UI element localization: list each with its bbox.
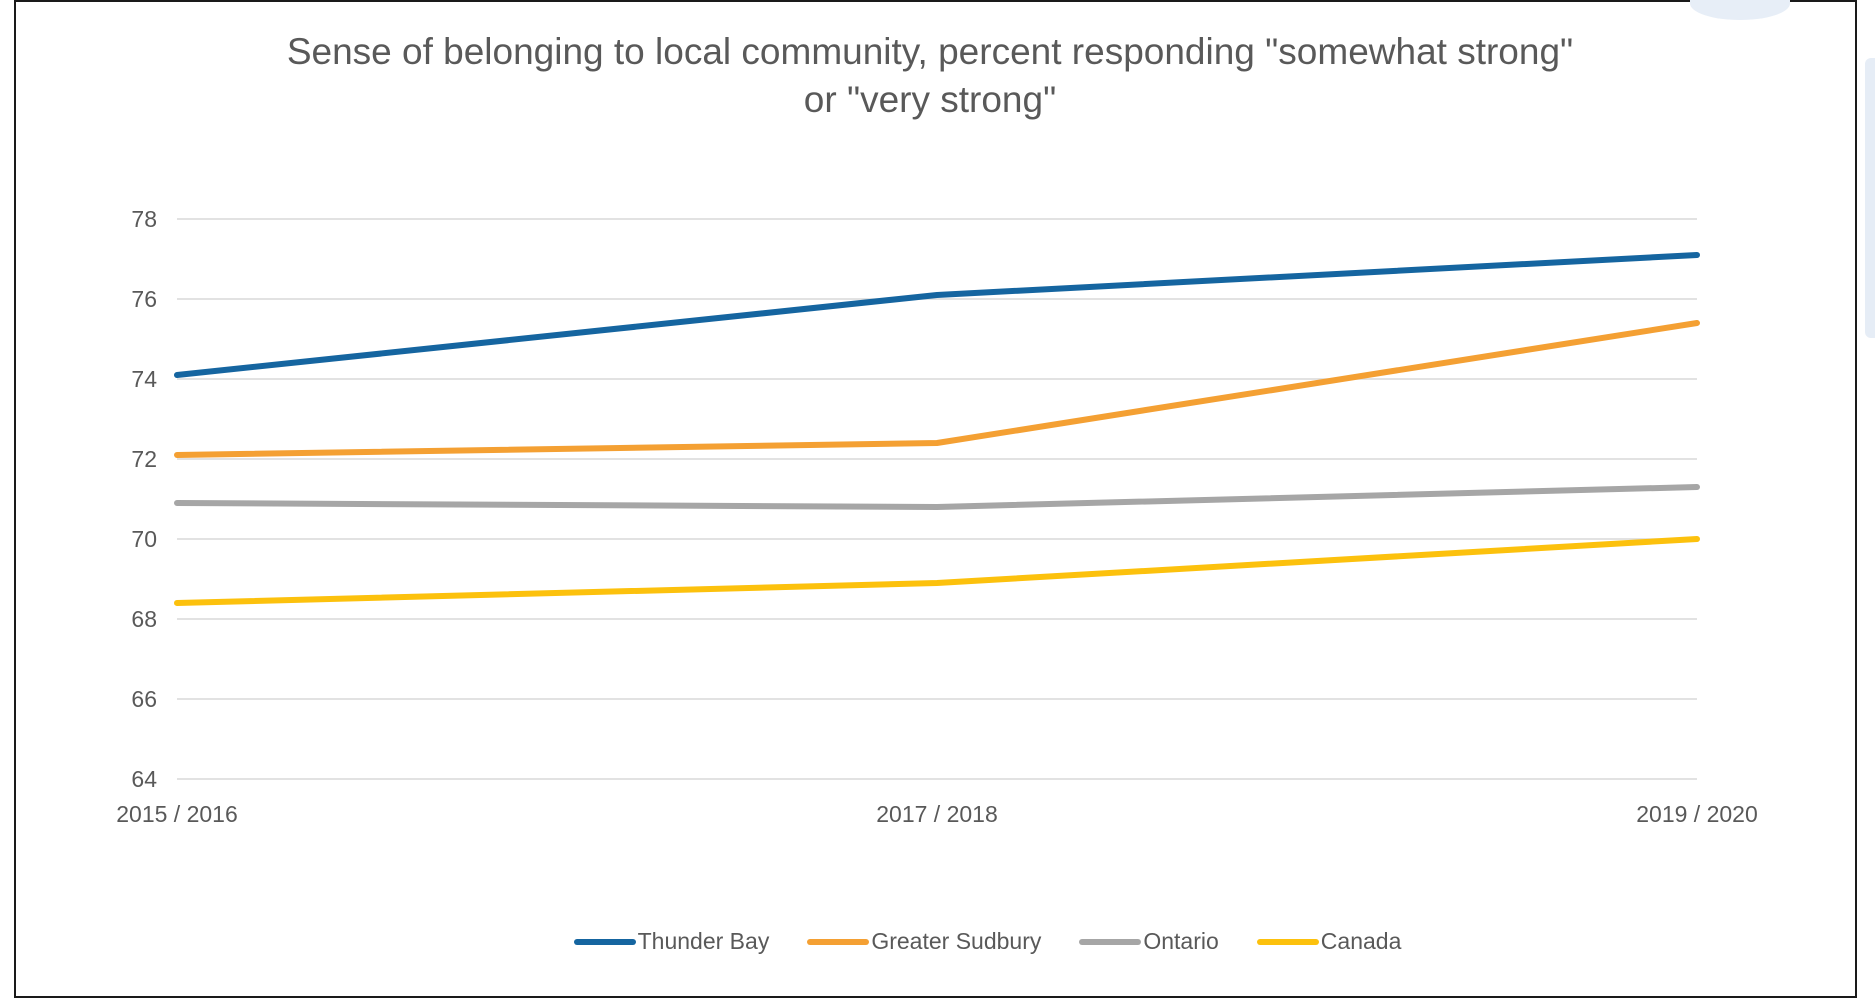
y-tick-label: 64: [131, 766, 157, 792]
legend-item: Thunder Bay: [573, 928, 770, 955]
legend-item: Canada: [1256, 928, 1402, 955]
legend-item: Greater Sudbury: [807, 928, 1041, 955]
legend-swatch: [1079, 938, 1142, 945]
x-tick-label: 2017 / 2018: [876, 801, 998, 827]
corner-decoration: [1690, 0, 1790, 20]
series-line-thunder-bay: [174, 252, 1700, 378]
legend: Thunder Bay Greater Sudbury Ontario Canada: [50, 928, 1875, 955]
y-tick-label: 70: [131, 526, 157, 552]
legend-label: Ontario: [1143, 928, 1219, 954]
x-axis-tick-labels: 2015 / 2016 2017 / 2018 2019 / 2020: [116, 801, 1758, 827]
legend-swatch: [1256, 938, 1319, 945]
series-line-greater-sudbury: [174, 320, 1700, 458]
legend-label: Greater Sudbury: [871, 928, 1042, 954]
x-tick-label: 2019 / 2020: [1636, 801, 1758, 827]
x-tick-label: 2015 / 2016: [116, 801, 238, 827]
legend-item: Ontario: [1079, 928, 1219, 955]
gridlines: [177, 218, 1697, 780]
y-tick-label: 76: [131, 286, 157, 312]
legend-swatch: [573, 938, 636, 945]
series-lines: [174, 252, 1700, 606]
y-tick-label: 66: [131, 686, 157, 712]
chart-frame: [14, 0, 1857, 998]
legend-label: Thunder Bay: [637, 928, 770, 954]
y-tick-label: 68: [131, 606, 157, 632]
y-tick-label: 72: [131, 446, 157, 472]
y-axis-tick-labels: 78 76 74 72 70 68 66 64: [131, 206, 157, 792]
series-line-ontario: [174, 484, 1700, 510]
y-tick-label: 78: [131, 206, 157, 232]
edge-decoration: [1865, 58, 1875, 338]
legend-swatch: [807, 938, 870, 945]
y-tick-label: 74: [131, 366, 157, 392]
series-line-canada: [174, 536, 1700, 606]
chart-title: Sense of belonging to local community, p…: [286, 31, 1574, 121]
legend-label: Canada: [1320, 928, 1402, 954]
